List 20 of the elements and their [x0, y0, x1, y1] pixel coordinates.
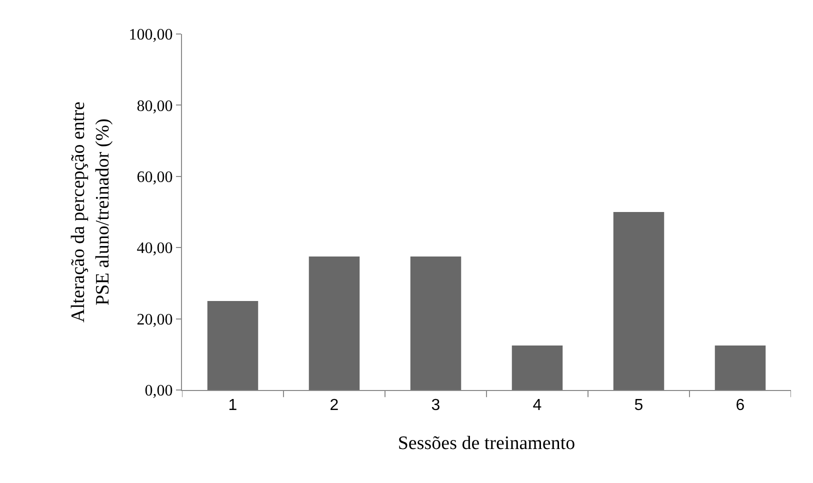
bar — [714, 346, 766, 390]
x-tick-label: 2 — [330, 397, 339, 414]
x-tick-label: 1 — [228, 397, 238, 414]
bar — [410, 256, 462, 390]
y-axis-title: Alteração da percepção entre PSE aluno/treinador (%) — [68, 102, 114, 322]
x-tick-label: 6 — [736, 397, 745, 414]
y-tick-label: 60,00 — [136, 169, 173, 186]
bar — [613, 212, 664, 390]
bar — [207, 301, 258, 390]
x-tick-label: 4 — [532, 397, 542, 414]
y-tick-label: 80,00 — [136, 98, 173, 115]
bar — [308, 256, 360, 390]
x-tick-label: 3 — [431, 397, 440, 414]
y-tick-label: 20,00 — [136, 311, 173, 328]
x-tick-label: 5 — [634, 397, 644, 414]
y-tick-label: 100,00 — [128, 26, 173, 44]
bar — [512, 346, 563, 390]
y-tick-label: 0,00 — [144, 382, 173, 400]
y-tick-label: 40,00 — [136, 240, 173, 258]
x-axis-title: Sessões de treinamento — [398, 433, 576, 454]
